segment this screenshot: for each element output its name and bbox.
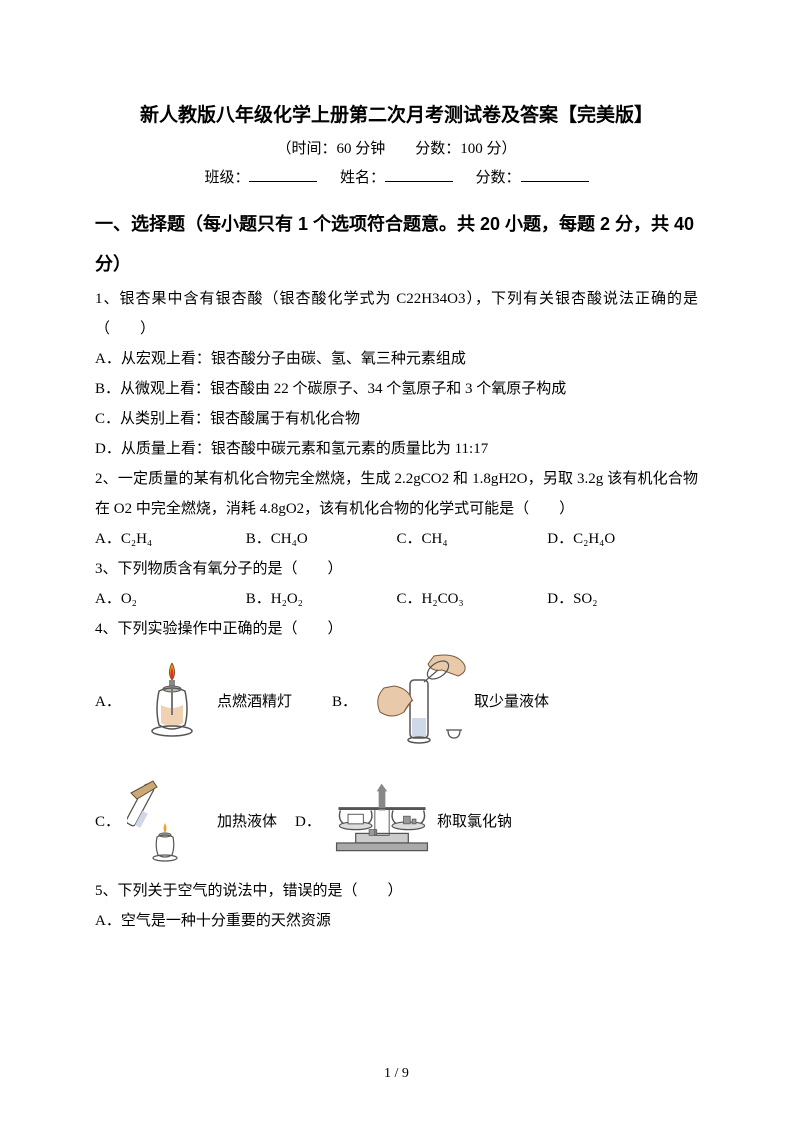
exam-subtitle: （时间：60 分钟 分数：100 分）	[95, 137, 698, 158]
q1-B: B．从微观上看：银杏酸由 22 个碳原子、34 个氢原子和 3 个氧原子构成	[95, 374, 698, 404]
page-number: 1 / 9	[0, 1066, 793, 1082]
q2-D: D．C₂H₄O	[547, 524, 698, 554]
q2-B: B．CH₄O	[246, 524, 397, 554]
q3-stem: 3、下列物质含有氧分子的是（ ）	[95, 554, 698, 584]
section-1-header: 一、选择题（每小题只有 1 个选项符合题意。共 20 小题，每题 2 分，共 4…	[95, 205, 698, 284]
exam-title: 新人教版八年级化学上册第二次月考测试卷及答案【完美版】	[95, 100, 698, 127]
score-label: 分数：	[476, 170, 521, 186]
alcohol-lamp-icon	[127, 655, 217, 745]
q2-stem: 2、一定质量的某有机化合物完全燃烧，生成 2.2gCO2 和 1.8gH2O，另…	[95, 464, 698, 524]
q4-row2: C． 加热液体 D．	[95, 770, 698, 870]
q5-A: A．空气是一种十分重要的天然资源	[95, 906, 698, 936]
q1-stem: 1、银杏果中含有银杏酸（银杏酸化学式为 C22H34O3），下列有关银杏酸说法正…	[95, 284, 698, 344]
q1-C: C．从类别上看：银杏酸属于有机化合物	[95, 404, 698, 434]
q4-D-label: D．	[295, 810, 327, 831]
q4-B-label: B．	[332, 690, 364, 711]
q3-D: D．SO₂	[547, 584, 698, 614]
name-label: 姓名：	[340, 170, 385, 186]
class-label: 班级：	[204, 170, 249, 186]
pour-liquid-icon	[364, 650, 474, 750]
q2-A: A．C₂H₄	[95, 524, 246, 554]
class-blank[interactable]	[249, 166, 317, 182]
q2-C: C．CH₄	[397, 524, 548, 554]
balance-scale-icon	[327, 770, 437, 870]
q1-D: D．从质量上看：银杏酸中碳元素和氢元素的质量比为 11:17	[95, 434, 698, 464]
q2-options: A．C₂H₄ B．CH₄O C．CH₄ D．C₂H₄O	[95, 524, 698, 554]
q3-options: A．O₂ B．H₂O₂ C．H₂CO₃ D．SO₂	[95, 584, 698, 614]
exam-page: 新人教版八年级化学上册第二次月考测试卷及答案【完美版】 （时间：60 分钟 分数…	[0, 0, 793, 1122]
q4-C-label: C．	[95, 810, 127, 831]
score-blank[interactable]	[521, 166, 589, 182]
q4-D-text: 称取氯化钠	[437, 810, 512, 831]
q4-stem: 4、下列实验操作中正确的是（ ）	[95, 614, 698, 644]
q4-B-text: 取少量液体	[474, 690, 549, 711]
q4-A-label: A．	[95, 690, 127, 711]
q4-A-text: 点燃酒精灯	[217, 690, 292, 711]
q3-A: A．O₂	[95, 584, 246, 614]
q1-A: A．从宏观上看：银杏酸分子由碳、氢、氧三种元素组成	[95, 344, 698, 374]
q4-row1: A． 点燃酒精灯 B．	[95, 650, 698, 750]
name-blank[interactable]	[385, 166, 453, 182]
q3-B: B．H₂O₂	[246, 584, 397, 614]
q5-stem: 5、下列关于空气的说法中，错误的是（ ）	[95, 876, 698, 906]
q4-C-text: 加热液体	[217, 810, 277, 831]
heat-liquid-icon	[127, 775, 217, 865]
info-line: 班级： 姓名： 分数：	[95, 166, 698, 187]
q3-C: C．H₂CO₃	[397, 584, 548, 614]
